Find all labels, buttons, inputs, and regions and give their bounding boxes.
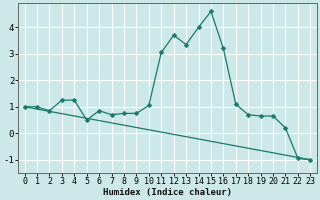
X-axis label: Humidex (Indice chaleur): Humidex (Indice chaleur) — [103, 188, 232, 197]
